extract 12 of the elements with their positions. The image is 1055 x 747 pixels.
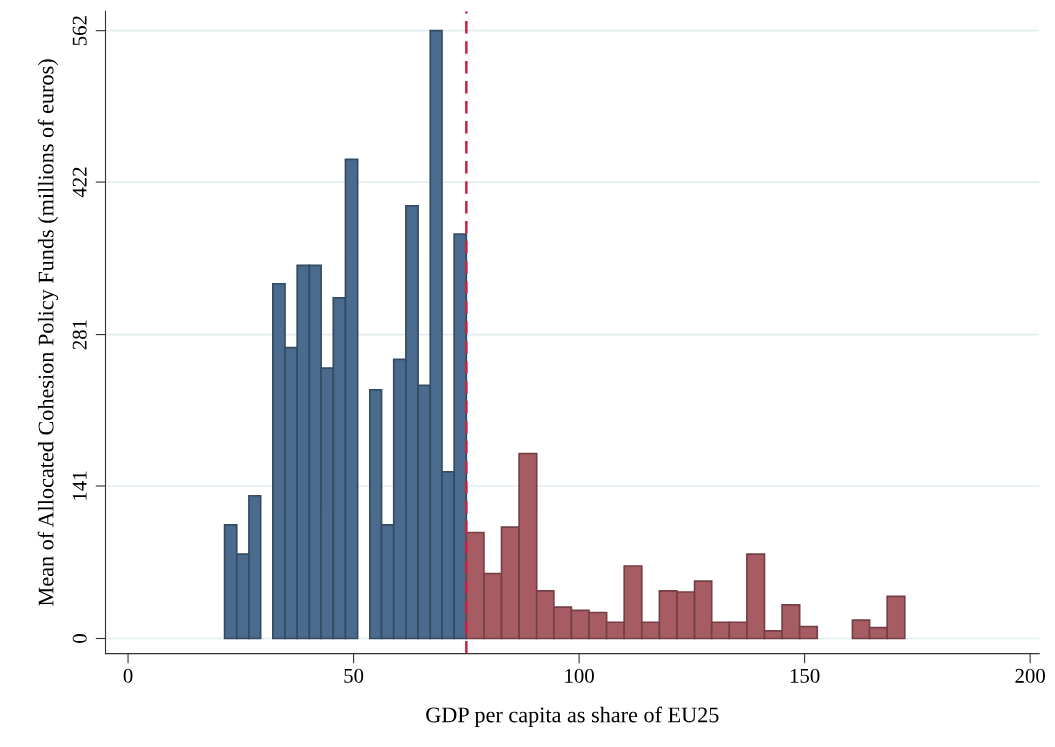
x-tick-label: 150 bbox=[790, 668, 820, 683]
y-tick-label: 562 bbox=[72, 16, 87, 46]
y-axis-title: Mean of Allocated Cohesion Policy Funds (millions of euros) bbox=[37, 59, 59, 606]
x-tick-label: 100 bbox=[565, 668, 594, 683]
x-axis-title: GDP per capita as share of EU25 bbox=[426, 706, 719, 727]
x-tick-label: 0 bbox=[123, 668, 133, 683]
x-tick-label: 50 bbox=[344, 668, 364, 683]
y-tick-label: 281 bbox=[72, 320, 87, 350]
x-tick-label: 200 bbox=[1015, 668, 1045, 683]
y-tick-label: 141 bbox=[72, 471, 87, 500]
y-tick-label: 422 bbox=[72, 167, 87, 198]
y-tick-label: 0 bbox=[72, 634, 87, 643]
